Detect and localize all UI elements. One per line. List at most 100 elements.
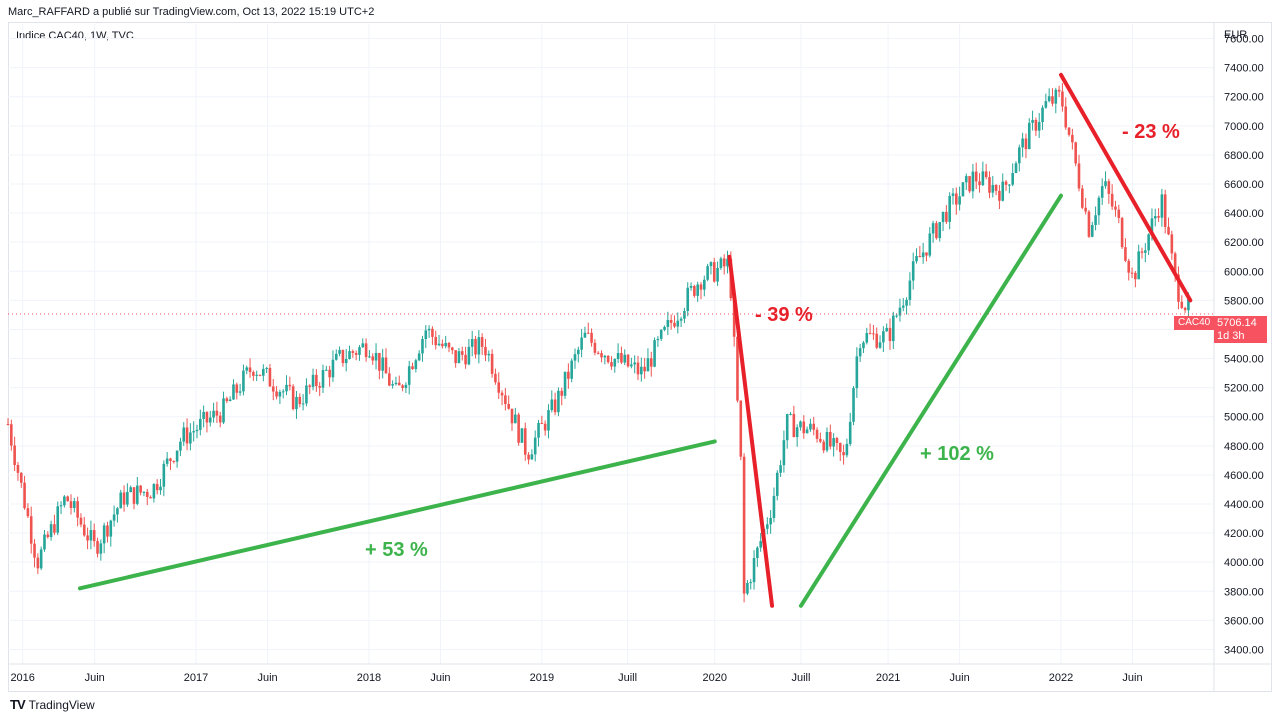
trend-label: + 53 % — [365, 539, 428, 561]
candle-body — [663, 326, 666, 330]
candle-body — [397, 382, 401, 386]
candle-body — [699, 284, 703, 290]
candle-body — [262, 368, 265, 376]
candle-body — [132, 487, 136, 504]
candle-body — [427, 328, 431, 331]
candle-body — [895, 315, 898, 317]
x-tick-label: Juill — [618, 672, 637, 684]
candle-body — [1157, 216, 1160, 218]
candle-body — [1001, 181, 1005, 201]
candle-body — [46, 534, 50, 538]
candle-body — [563, 371, 567, 396]
candle-body — [988, 177, 991, 193]
candle-body — [454, 350, 457, 364]
chart-frame — [8, 22, 1272, 692]
x-tick-label: 2017 — [184, 672, 208, 684]
candle-body — [1067, 127, 1071, 135]
candle-body — [255, 374, 258, 376]
candle-body — [1090, 224, 1094, 237]
candle-body — [530, 454, 534, 460]
candle-body — [474, 339, 477, 355]
candle-body — [882, 331, 885, 343]
candle-body — [129, 487, 132, 493]
y-tick-label: 3800.00 — [1224, 586, 1264, 598]
candle-body — [348, 351, 351, 360]
candle-body — [643, 366, 646, 372]
candle-body — [139, 485, 142, 493]
candle-body — [507, 403, 510, 409]
candle-body — [626, 354, 630, 367]
candle-body — [1061, 91, 1064, 107]
candle-body — [838, 443, 842, 453]
last-price-badge: 5706.14 1d 3h — [1214, 316, 1267, 343]
candle-body — [543, 423, 547, 431]
publisher-header: Marc_RAFFARD a publié sur TradingView.co… — [8, 6, 375, 18]
candle-body — [1074, 142, 1077, 164]
candle-body — [265, 367, 268, 369]
candle-body — [785, 414, 789, 441]
candle-body — [434, 336, 438, 346]
trend-line — [798, 193, 1063, 608]
candle-body — [1167, 226, 1170, 235]
candle-body — [1170, 234, 1174, 254]
candle-body — [1054, 89, 1058, 104]
candle-body — [1077, 163, 1081, 189]
footer-brand[interactable]: TV TradingView — [10, 697, 95, 712]
candle-body — [858, 348, 862, 357]
candle-body — [610, 362, 613, 367]
candle-body — [92, 530, 96, 542]
candle-body — [63, 496, 66, 506]
candle-body — [288, 384, 292, 387]
candle-body — [1144, 250, 1147, 253]
candle-body — [202, 411, 205, 419]
candle-body — [799, 421, 802, 428]
candle-body — [673, 322, 676, 327]
candle-body — [504, 395, 507, 404]
candle-body — [978, 181, 981, 186]
candle-body — [878, 342, 882, 348]
y-tick-label: 5200.00 — [1224, 383, 1264, 395]
candle-body — [437, 343, 441, 346]
candle-body — [732, 298, 736, 337]
candle-body — [616, 353, 620, 360]
candle-body — [848, 421, 852, 444]
candle-body — [829, 431, 832, 447]
candle-body — [490, 353, 494, 374]
candle-body — [1018, 147, 1021, 164]
candle-body — [268, 367, 272, 387]
candle-body — [709, 262, 713, 267]
candle-body — [825, 431, 829, 451]
candle-body — [53, 524, 56, 533]
candle-body — [915, 256, 918, 262]
candle-body — [1011, 173, 1014, 185]
candle-body — [779, 465, 782, 473]
candle-body — [1047, 96, 1051, 102]
candle-body — [116, 508, 119, 515]
candle-body — [527, 454, 530, 460]
candle-body — [553, 399, 557, 413]
candle-body — [885, 327, 888, 332]
candle-body — [411, 366, 414, 370]
y-tick-label: 6600.00 — [1224, 179, 1264, 191]
candle-body — [573, 354, 577, 361]
y-tick-label: 5000.00 — [1224, 412, 1264, 424]
candle-body — [172, 461, 176, 463]
candle-body — [119, 492, 123, 509]
candle-body — [782, 440, 786, 466]
candle-body — [819, 438, 822, 442]
candle-body — [696, 284, 699, 296]
candle-body — [911, 261, 915, 281]
candle-body — [812, 423, 816, 430]
candle-body — [441, 343, 444, 347]
candle-body — [991, 184, 995, 193]
x-tick-label: Juin — [257, 672, 277, 684]
candle-body — [122, 492, 126, 505]
candle-body — [1087, 211, 1091, 237]
x-tick-label: Juill — [791, 672, 810, 684]
candle-body — [480, 337, 484, 347]
candle-body — [179, 441, 182, 451]
currency-label: EUR — [1224, 29, 1248, 41]
candle-body — [1117, 209, 1121, 218]
candle-body — [378, 352, 381, 371]
